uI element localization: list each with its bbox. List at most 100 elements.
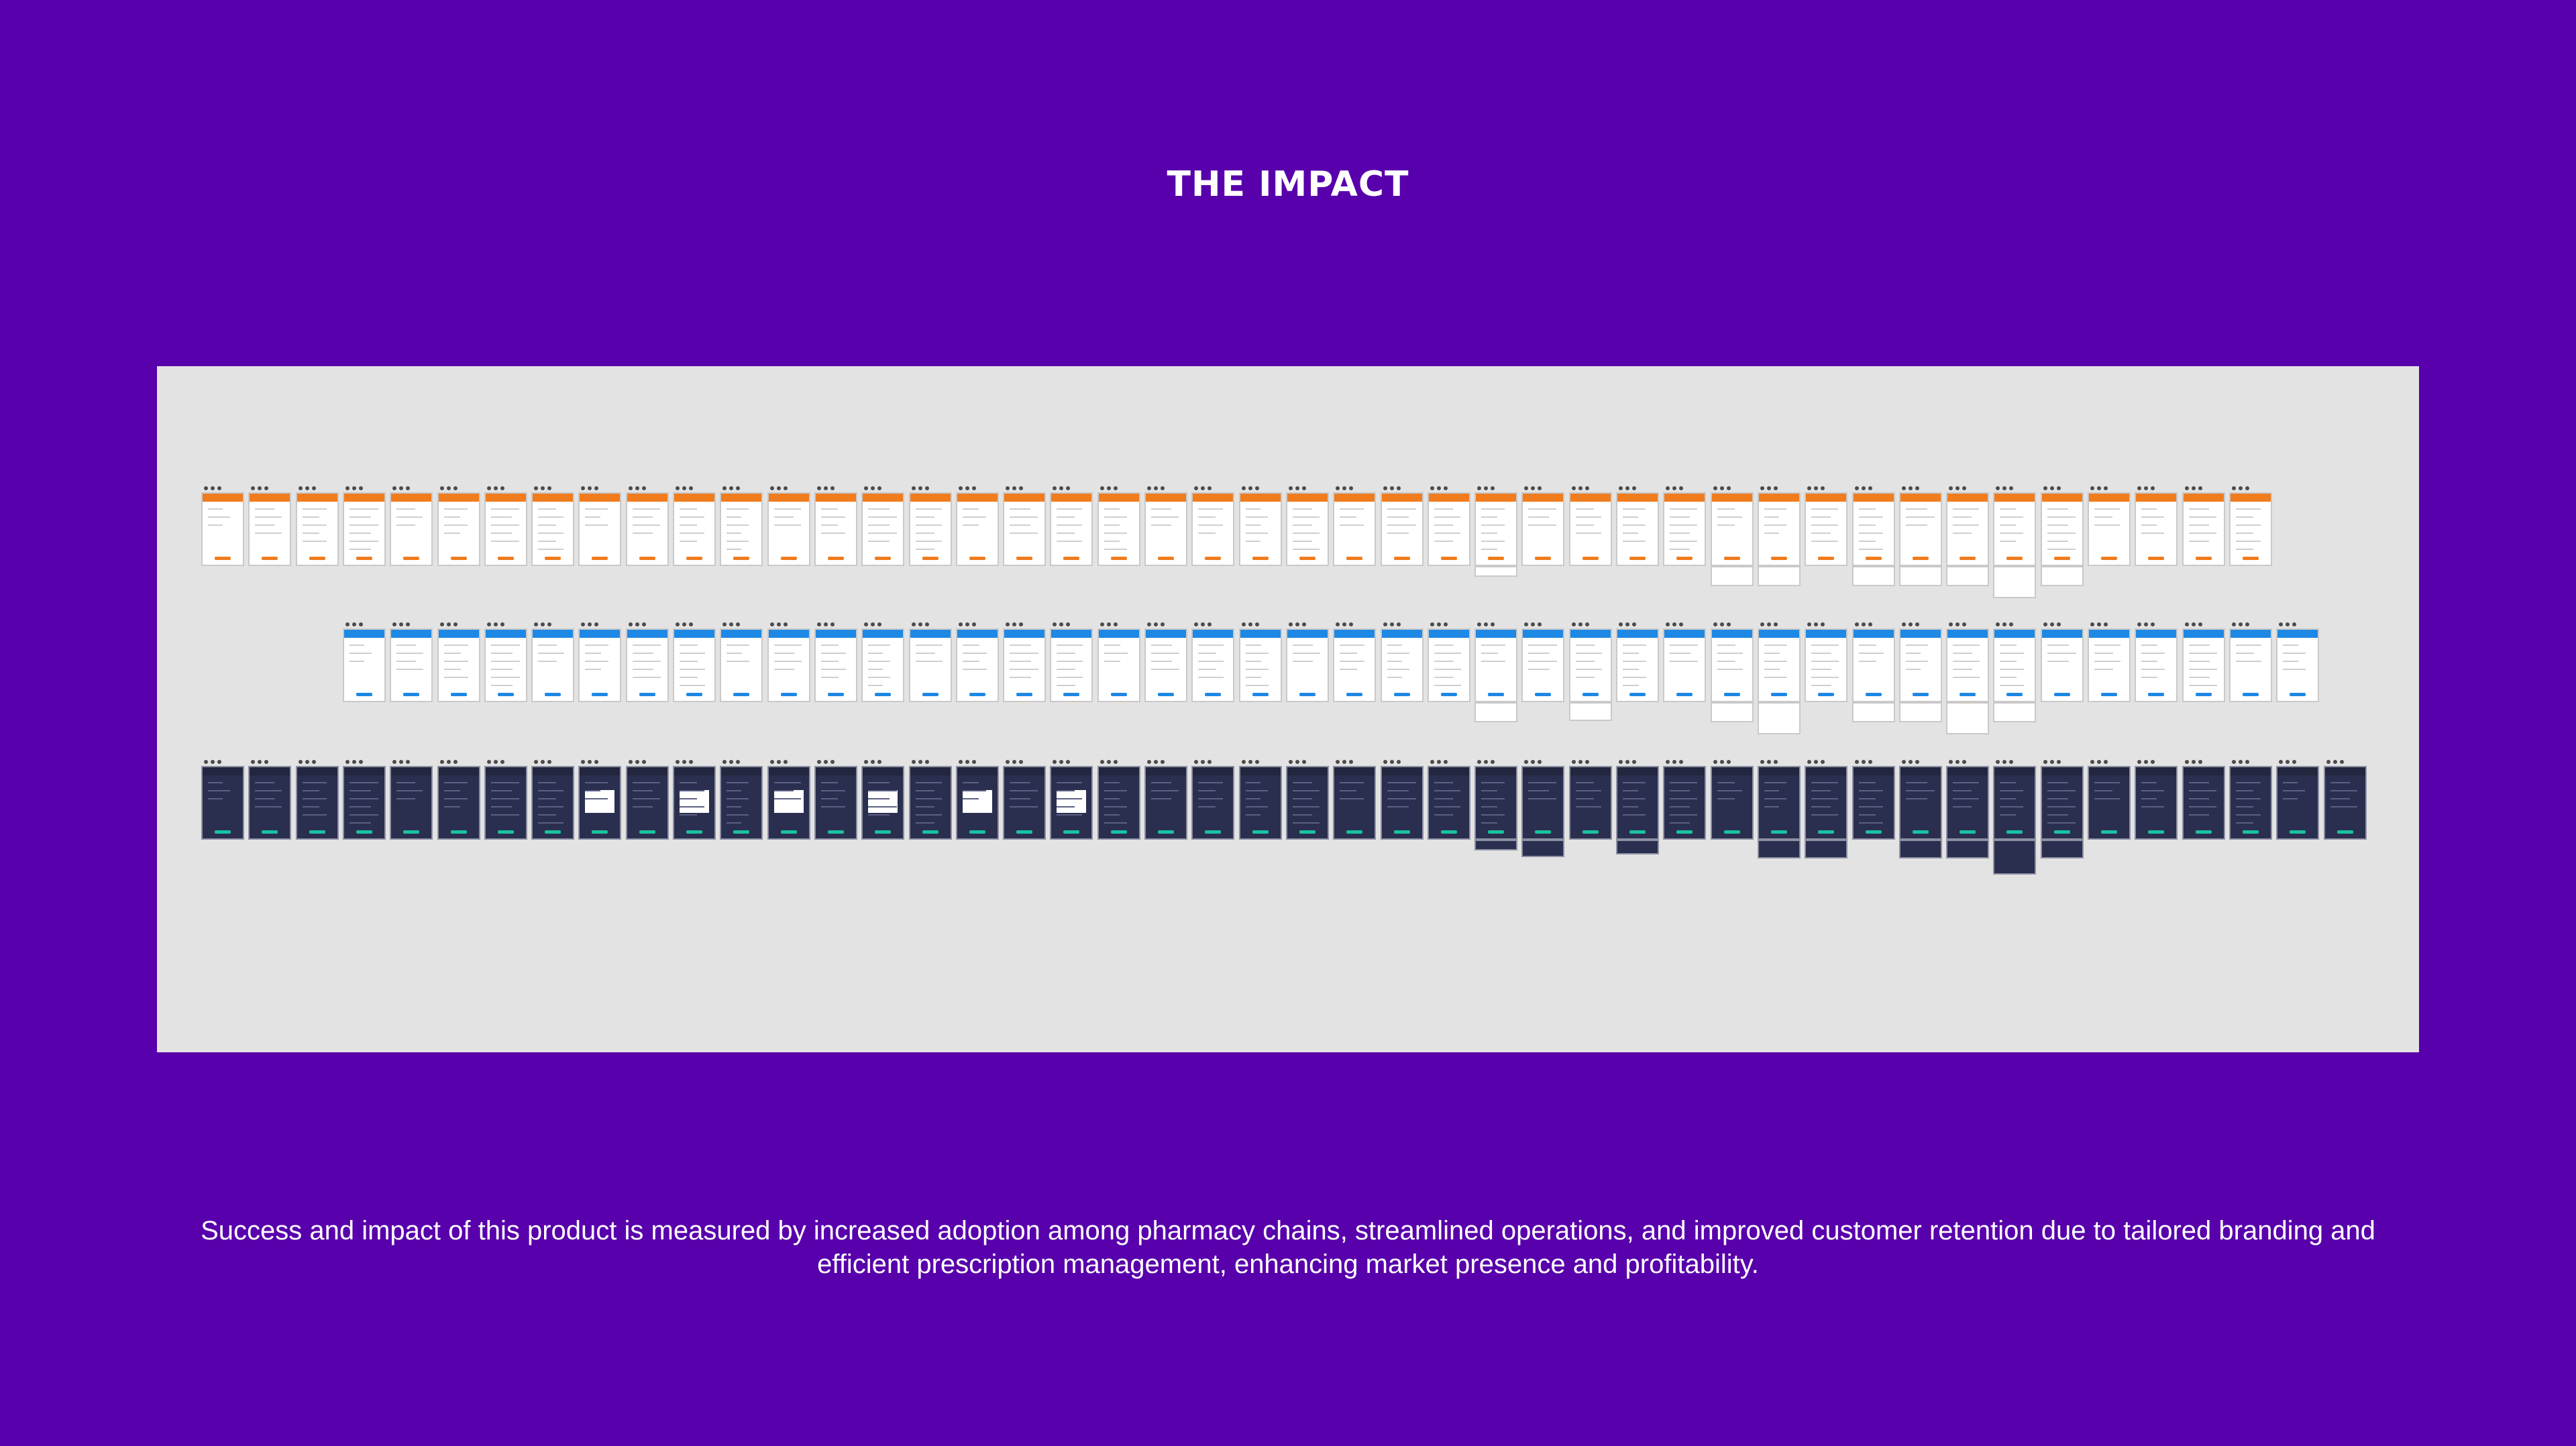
screen-header-bar — [1381, 494, 1422, 502]
screen-text-line — [632, 669, 653, 670]
app-screen-thumbnail — [343, 767, 384, 838]
screen-header-bar — [580, 630, 621, 638]
screen-text-line — [2141, 508, 2157, 510]
screen-header-bar — [910, 767, 951, 775]
screen-action-button — [1063, 557, 1080, 560]
screen-text-line — [915, 790, 934, 791]
screen-scroll-extension — [1853, 567, 1894, 585]
screen-header-bar — [1664, 767, 1705, 775]
screen-text-line — [1387, 661, 1402, 662]
screen-text-line — [2235, 814, 2261, 816]
screen-text-line — [1858, 533, 1883, 534]
screen-text-line — [1151, 645, 1172, 646]
screen-text-line — [1858, 806, 1883, 808]
screen-text-line — [727, 524, 749, 526]
screen-text-line — [1245, 645, 1261, 646]
screen-text-line — [632, 533, 653, 534]
screen-dots-icon — [251, 480, 271, 490]
screen-header-bar — [863, 630, 904, 638]
screen-text-line — [2188, 524, 2209, 526]
screen-text-line — [868, 533, 898, 534]
app-screen-thumbnail — [815, 767, 856, 838]
app-screen-thumbnail — [1711, 630, 1752, 721]
screen-header-bar — [1004, 767, 1045, 775]
screen-action-button — [1488, 557, 1505, 560]
screen-text-line — [2094, 790, 2112, 791]
app-screen-thumbnail — [1570, 630, 1611, 720]
app-screen-thumbnail — [1334, 494, 1375, 565]
app-screen-thumbnail — [1146, 630, 1186, 701]
screen-text-line — [1858, 516, 1883, 518]
app-screen-thumbnail — [1476, 767, 1517, 849]
screen-header-bar — [863, 494, 904, 502]
app-screen-thumbnail — [627, 630, 667, 701]
screen-text-line — [302, 814, 327, 816]
screen-text-line — [1717, 790, 1742, 791]
app-screen-thumbnail — [1193, 494, 1234, 565]
screen-text-line — [1670, 541, 1698, 542]
screen-text-line — [1245, 524, 1260, 526]
screen-dots-icon — [676, 754, 696, 764]
screen-dots-icon — [1053, 480, 1073, 490]
screen-text-line — [1340, 524, 1364, 526]
screen-text-line — [1198, 653, 1217, 654]
screen-text-line — [349, 814, 378, 816]
screen-text-line — [1434, 685, 1461, 686]
screen-text-line — [1528, 669, 1550, 670]
screen-header-bar — [1711, 767, 1752, 775]
screen-scroll-extension — [1947, 704, 1988, 733]
screen-text-line — [1717, 508, 1735, 510]
screen-text-line — [1481, 516, 1498, 518]
screen-action-button — [2195, 693, 2212, 696]
screen-text-line — [915, 541, 942, 542]
screen-text-line — [1528, 516, 1550, 518]
screen-header-bar — [1806, 630, 1847, 638]
screen-text-line — [820, 645, 839, 646]
screen-text-line — [349, 653, 372, 654]
screen-text-line — [1905, 508, 1927, 510]
screen-action-button — [592, 693, 608, 696]
app-screen-thumbnail — [1900, 630, 1941, 721]
screen-text-line — [1010, 790, 1038, 791]
screen-dots-icon — [1477, 754, 1497, 764]
screen-text-line — [349, 806, 371, 808]
screen-text-line — [1575, 806, 1601, 808]
app-screen-thumbnail — [1193, 767, 1234, 838]
app-screen-thumbnail — [1381, 767, 1422, 838]
screen-text-line — [1811, 645, 1839, 646]
screen-header-bar — [485, 767, 526, 775]
screen-action-button — [1770, 557, 1787, 560]
screen-dots-icon — [534, 616, 554, 626]
screen-header-bar — [533, 630, 574, 638]
screen-text-line — [1575, 677, 1595, 678]
screen-action-button — [1440, 693, 1457, 696]
screen-text-line — [1340, 661, 1365, 662]
screen-header-bar — [1098, 630, 1139, 638]
screen-text-line — [2047, 661, 2069, 662]
screen-action-button — [1393, 557, 1410, 560]
screen-text-line — [2094, 661, 2121, 662]
screen-text-line — [2188, 653, 2217, 654]
screen-text-line — [868, 782, 890, 783]
screen-dots-icon — [1288, 754, 1309, 764]
screen-action-button — [1063, 830, 1080, 834]
screen-header-bar — [2277, 630, 2318, 638]
app-screen-thumbnail — [1900, 494, 1941, 585]
screen-dots-icon — [1807, 616, 1827, 626]
screen-text-line — [1575, 524, 1594, 526]
screen-dots-icon — [769, 754, 790, 764]
screen-text-line — [208, 798, 223, 799]
screen-header-bar — [580, 767, 621, 775]
screen-text-line — [1953, 653, 1973, 654]
screen-text-line — [255, 798, 275, 799]
screen-header-bar — [1334, 630, 1375, 638]
screen-text-line — [1528, 661, 1558, 662]
screen-scroll-extension — [1900, 567, 1941, 585]
screen-text-line — [2000, 508, 2017, 510]
screen-text-line — [2283, 669, 2306, 670]
screen-header-bar — [957, 630, 998, 638]
screen-action-button — [2006, 557, 2023, 560]
screen-dots-icon — [2326, 754, 2347, 764]
screen-text-line — [490, 645, 520, 646]
screen-text-line — [1670, 533, 1690, 534]
